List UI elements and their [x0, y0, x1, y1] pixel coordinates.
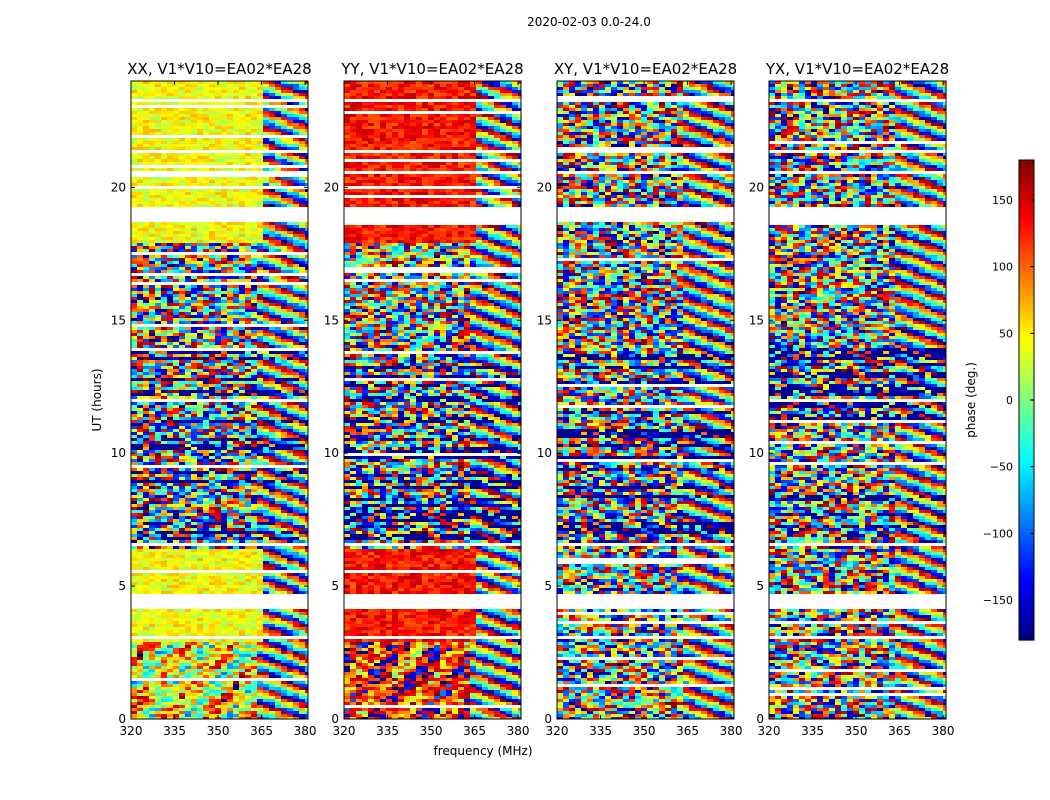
phase-heatmap — [769, 81, 946, 719]
x-tick-label: 350 — [207, 724, 230, 738]
colorbar-tick-label: 50 — [999, 327, 1013, 340]
x-tick-label: 350 — [633, 724, 656, 738]
x-tick-label: 335 — [801, 724, 824, 738]
x-tick-label: 320 — [120, 724, 143, 738]
panel-yx: YX, V1*V10=EA02*EA28 320 335 350 365 380 0 5 10 1… — [749, 60, 955, 738]
y-tick-label: 20 — [537, 180, 552, 194]
x-tick-label: 350 — [420, 724, 443, 738]
x-tick-label: 335 — [589, 724, 612, 738]
y-tick-label: 0 — [544, 712, 552, 726]
y-tick-label: 0 — [118, 712, 126, 726]
x-tick-label: 380 — [720, 724, 743, 738]
colorbar-tick-label: 150 — [992, 194, 1013, 207]
y-tick-label: 10 — [749, 446, 764, 460]
colorbar-tick-label: −50 — [990, 461, 1013, 474]
panel-title: XX, V1*V10=EA02*EA28 — [127, 60, 311, 78]
y-tick-label: 5 — [544, 579, 552, 593]
colorbar-tick-label: 100 — [992, 261, 1013, 274]
y-tick-label: 20 — [749, 180, 764, 194]
phase-heatmap — [344, 81, 521, 719]
colorbar-label: phase (deg.) — [964, 362, 978, 438]
x-tick-label: 335 — [163, 724, 186, 738]
x-tick-label: 320 — [758, 724, 781, 738]
y-tick-label: 15 — [537, 313, 552, 327]
figure-suptitle: 2020-02-03 0.0-24.0 — [527, 15, 651, 29]
y-tick-label: 5 — [118, 579, 126, 593]
x-tick-label: 380 — [507, 724, 530, 738]
y-tick-label: 20 — [111, 180, 126, 194]
panel-yy: YY, V1*V10=EA02*EA28 320 335 350 365 380 0 5 10 1… — [324, 60, 530, 738]
axes-frame — [556, 80, 735, 720]
panel-title: YX, V1*V10=EA02*EA28 — [765, 60, 949, 78]
x-tick-label: 365 — [676, 724, 699, 738]
panel-xx: XX, V1*V10=EA02*EA28 320 335 350 365 380 0 5 10 1… — [111, 60, 317, 738]
y-tick-label: 15 — [324, 313, 339, 327]
y-tick-label: 15 — [749, 313, 764, 327]
panel-xy: XY, V1*V10=EA02*EA28 320 335 350 365 380 0 5 10 1… — [537, 60, 743, 738]
y-tick-label: 5 — [756, 579, 764, 593]
x-tick-label: 365 — [463, 724, 486, 738]
axes-frame — [768, 80, 947, 720]
axes-frame — [343, 80, 522, 720]
x-tick-label: 365 — [250, 724, 273, 738]
y-tick-label: 15 — [111, 313, 126, 327]
y-tick-label: 10 — [324, 446, 339, 460]
x-tick-label: 365 — [888, 724, 911, 738]
colorbar-gradient — [1019, 160, 1034, 641]
y-tick-label: 10 — [111, 446, 126, 460]
x-tick-label: 380 — [294, 724, 317, 738]
colorbar-tick-label: −100 — [983, 527, 1013, 540]
panels: XX, V1*V10=EA02*EA28 320 335 350 365 380 0 5 10 1… — [111, 60, 955, 738]
panel-title: YY, V1*V10=EA02*EA28 — [340, 60, 523, 78]
x-tick-label: 335 — [376, 724, 399, 738]
panel-title: XY, V1*V10=EA02*EA28 — [554, 60, 737, 78]
colorbar: 150 100 50 0 −50 −100 −150 — [983, 159, 1035, 641]
y-tick-label: 5 — [331, 579, 339, 593]
phase-heatmap — [557, 81, 734, 719]
colorbar-tick-label: −150 — [983, 594, 1013, 607]
x-tick-label: 320 — [546, 724, 569, 738]
x-axis-label: frequency (MHz) — [433, 744, 532, 758]
x-tick-label: 350 — [845, 724, 868, 738]
x-tick-label: 320 — [333, 724, 356, 738]
y-tick-label: 0 — [756, 712, 764, 726]
y-tick-label: 0 — [331, 712, 339, 726]
x-tick-label: 380 — [932, 724, 955, 738]
y-tick-label: 10 — [537, 446, 552, 460]
y-axis-label: UT (hours) — [90, 368, 104, 431]
axes-frame — [130, 80, 309, 720]
y-tick-label: 20 — [324, 180, 339, 194]
phase-heatmap — [131, 81, 308, 719]
colorbar-tick-label: 0 — [1006, 394, 1013, 407]
